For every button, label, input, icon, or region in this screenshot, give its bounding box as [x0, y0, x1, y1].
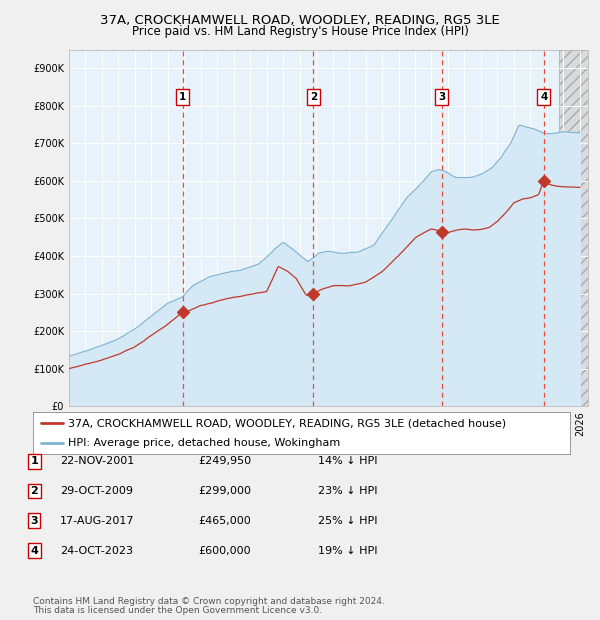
Text: 2: 2	[31, 486, 38, 496]
Text: 1: 1	[31, 456, 38, 466]
Text: 37A, CROCKHAMWELL ROAD, WOODLEY, READING, RG5 3LE: 37A, CROCKHAMWELL ROAD, WOODLEY, READING…	[100, 14, 500, 27]
Text: £600,000: £600,000	[198, 546, 251, 556]
Text: 4: 4	[540, 92, 547, 102]
Text: 17-AUG-2017: 17-AUG-2017	[60, 516, 134, 526]
Text: Contains HM Land Registry data © Crown copyright and database right 2024.: Contains HM Land Registry data © Crown c…	[33, 597, 385, 606]
Text: £299,000: £299,000	[198, 486, 251, 496]
Bar	[559, 50, 588, 406]
Text: 22-NOV-2001: 22-NOV-2001	[60, 456, 134, 466]
Text: 3: 3	[438, 92, 445, 102]
Text: 19% ↓ HPI: 19% ↓ HPI	[318, 546, 377, 556]
Text: 2: 2	[310, 92, 317, 102]
Text: Price paid vs. HM Land Registry's House Price Index (HPI): Price paid vs. HM Land Registry's House …	[131, 25, 469, 38]
Text: 23% ↓ HPI: 23% ↓ HPI	[318, 486, 377, 496]
Bar	[559, 50, 588, 406]
Text: 1: 1	[179, 92, 186, 102]
Text: 29-OCT-2009: 29-OCT-2009	[60, 486, 133, 496]
Text: £249,950: £249,950	[198, 456, 251, 466]
Text: HPI: Average price, detached house, Wokingham: HPI: Average price, detached house, Woki…	[68, 438, 340, 448]
Text: 14% ↓ HPI: 14% ↓ HPI	[318, 456, 377, 466]
Text: 4: 4	[30, 546, 38, 556]
Text: £465,000: £465,000	[198, 516, 251, 526]
Text: 3: 3	[31, 516, 38, 526]
Text: 37A, CROCKHAMWELL ROAD, WOODLEY, READING, RG5 3LE (detached house): 37A, CROCKHAMWELL ROAD, WOODLEY, READING…	[68, 418, 506, 428]
Text: This data is licensed under the Open Government Licence v3.0.: This data is licensed under the Open Gov…	[33, 606, 322, 615]
Text: 24-OCT-2023: 24-OCT-2023	[60, 546, 133, 556]
Text: 25% ↓ HPI: 25% ↓ HPI	[318, 516, 377, 526]
